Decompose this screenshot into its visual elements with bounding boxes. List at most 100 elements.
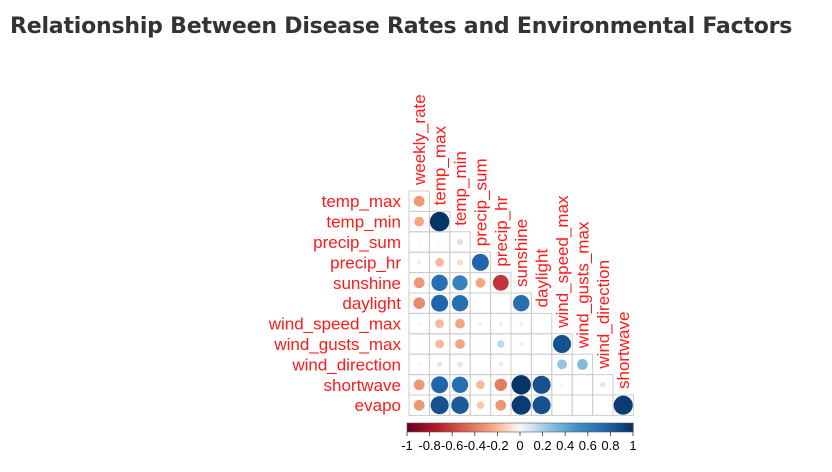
colorbar-segment xyxy=(501,423,505,432)
row-label: precip_sum xyxy=(313,233,401,252)
correlation-circle xyxy=(417,342,421,346)
column-label: precip_hr xyxy=(492,195,511,266)
correlation-circle xyxy=(417,260,422,265)
correlation-circle xyxy=(455,339,465,349)
colorbar-segment xyxy=(474,423,478,432)
colorbar-segment xyxy=(587,423,591,432)
colorbar-segment xyxy=(601,423,605,432)
grid-cell xyxy=(571,374,594,396)
correlation-circle xyxy=(560,383,564,387)
correlation-circle xyxy=(513,295,530,312)
colorbar-segment xyxy=(440,423,444,432)
colorbar-segment xyxy=(497,423,501,432)
correlation-circle xyxy=(495,399,507,411)
colorbar-segment xyxy=(479,423,483,432)
correlation-circle xyxy=(577,359,588,370)
correlation-circle xyxy=(532,396,551,415)
grid-cells xyxy=(408,190,634,416)
colorbar-tick-label: -0.2 xyxy=(486,438,508,453)
colorbar-segment xyxy=(468,423,471,432)
colorbar-tick-label: -0.4 xyxy=(464,438,486,453)
correlation-circle xyxy=(519,342,524,346)
column-label: daylight xyxy=(533,249,552,308)
colorbar-segment xyxy=(562,423,566,432)
colorbar-segment xyxy=(515,423,519,432)
colorbar-tick-label: -1 xyxy=(401,438,413,453)
colorbar-tick-label: 0 xyxy=(516,438,523,453)
colorbar-segment xyxy=(540,423,544,432)
colorbar-segment xyxy=(533,423,537,432)
grid-cell xyxy=(510,353,532,376)
colorbar-segment xyxy=(418,423,422,432)
correlation-circle xyxy=(413,277,425,289)
correlation-circle xyxy=(494,378,507,391)
colorbar-segment xyxy=(558,423,562,432)
colorbar-tick-label: 0.6 xyxy=(579,438,597,453)
correlation-circle xyxy=(452,275,468,291)
correlation-circle xyxy=(435,339,444,349)
colorbar-segment xyxy=(449,423,453,432)
colorbar-segment xyxy=(465,423,469,432)
correlation-circle xyxy=(552,334,572,354)
row-label: wind_speed_max xyxy=(268,315,402,334)
colorbar: -1 -0.8 -0.6 -0.4 -0.2 0 0.2 0.4 0.6 0.8 1 xyxy=(401,422,637,453)
correlation-circle xyxy=(511,375,531,395)
colorbar-segment xyxy=(495,423,498,432)
colorbar-segment xyxy=(630,423,634,432)
correlation-circle xyxy=(413,195,425,207)
colorbar-segment xyxy=(490,423,494,432)
grid-cell xyxy=(530,312,553,335)
colorbar-segment xyxy=(578,423,582,432)
colorbar-segment xyxy=(483,423,487,432)
colorbar-segment xyxy=(603,423,607,432)
correlation-circle xyxy=(431,274,448,291)
column-label: shortwave xyxy=(614,312,633,389)
row-label: wind_direction xyxy=(291,355,401,374)
colorbar-segment xyxy=(614,423,618,432)
correlation-circle xyxy=(438,240,441,244)
correlation-circle xyxy=(471,253,489,271)
colorbar-segment xyxy=(623,423,627,432)
correlation-circle xyxy=(417,240,421,244)
page-title: Relationship Between Disease Rates and E… xyxy=(10,14,793,39)
colorbar-segment xyxy=(576,423,580,432)
colorbar-segment xyxy=(463,423,467,432)
colorbar-tick-label: 1 xyxy=(629,438,636,453)
colorbar-tick-label: -0.8 xyxy=(418,438,440,453)
colorbar-segment xyxy=(472,423,476,432)
correlation-circles xyxy=(413,195,633,415)
colorbar-segment xyxy=(560,423,564,432)
correlation-circle xyxy=(436,361,443,368)
colorbar-segment xyxy=(443,423,447,432)
correlation-circle xyxy=(498,321,503,326)
correlation-circle xyxy=(475,277,486,288)
colorbar-segment xyxy=(436,423,440,432)
colorbar-segment xyxy=(585,423,589,432)
colorbar-segment xyxy=(461,423,465,432)
colorbar-segment xyxy=(524,423,528,432)
colorbar-segment xyxy=(581,423,584,432)
column-label: sunshine xyxy=(512,219,531,287)
colorbar-segment xyxy=(594,423,598,432)
correlation-circle xyxy=(417,363,421,366)
colorbar-tick-label: 0.2 xyxy=(534,438,552,453)
column-label: wind_speed_max xyxy=(553,195,572,329)
colorbar-segment xyxy=(438,423,442,432)
colorbar-segment xyxy=(452,423,456,432)
colorbar-segment xyxy=(488,423,492,432)
colorbar-segment xyxy=(492,423,496,432)
colorbar-segment xyxy=(477,423,480,432)
colorbar-segment xyxy=(447,423,451,432)
colorbar-segment xyxy=(486,423,489,432)
correlation-circle xyxy=(435,319,444,328)
grid-cell xyxy=(469,292,492,314)
grid-cell xyxy=(551,394,573,416)
colorbar-segment xyxy=(506,423,510,432)
colorbar-segment xyxy=(628,423,632,432)
colorbar-segment xyxy=(526,423,530,432)
correlation-circle xyxy=(519,321,524,326)
column-label: temp_max xyxy=(431,126,450,206)
row-labels: temp_max temp_minprecip_sumprecip_hrsunsh… xyxy=(268,192,402,415)
colorbar-segment xyxy=(571,423,575,432)
correlation-circle xyxy=(557,359,567,370)
